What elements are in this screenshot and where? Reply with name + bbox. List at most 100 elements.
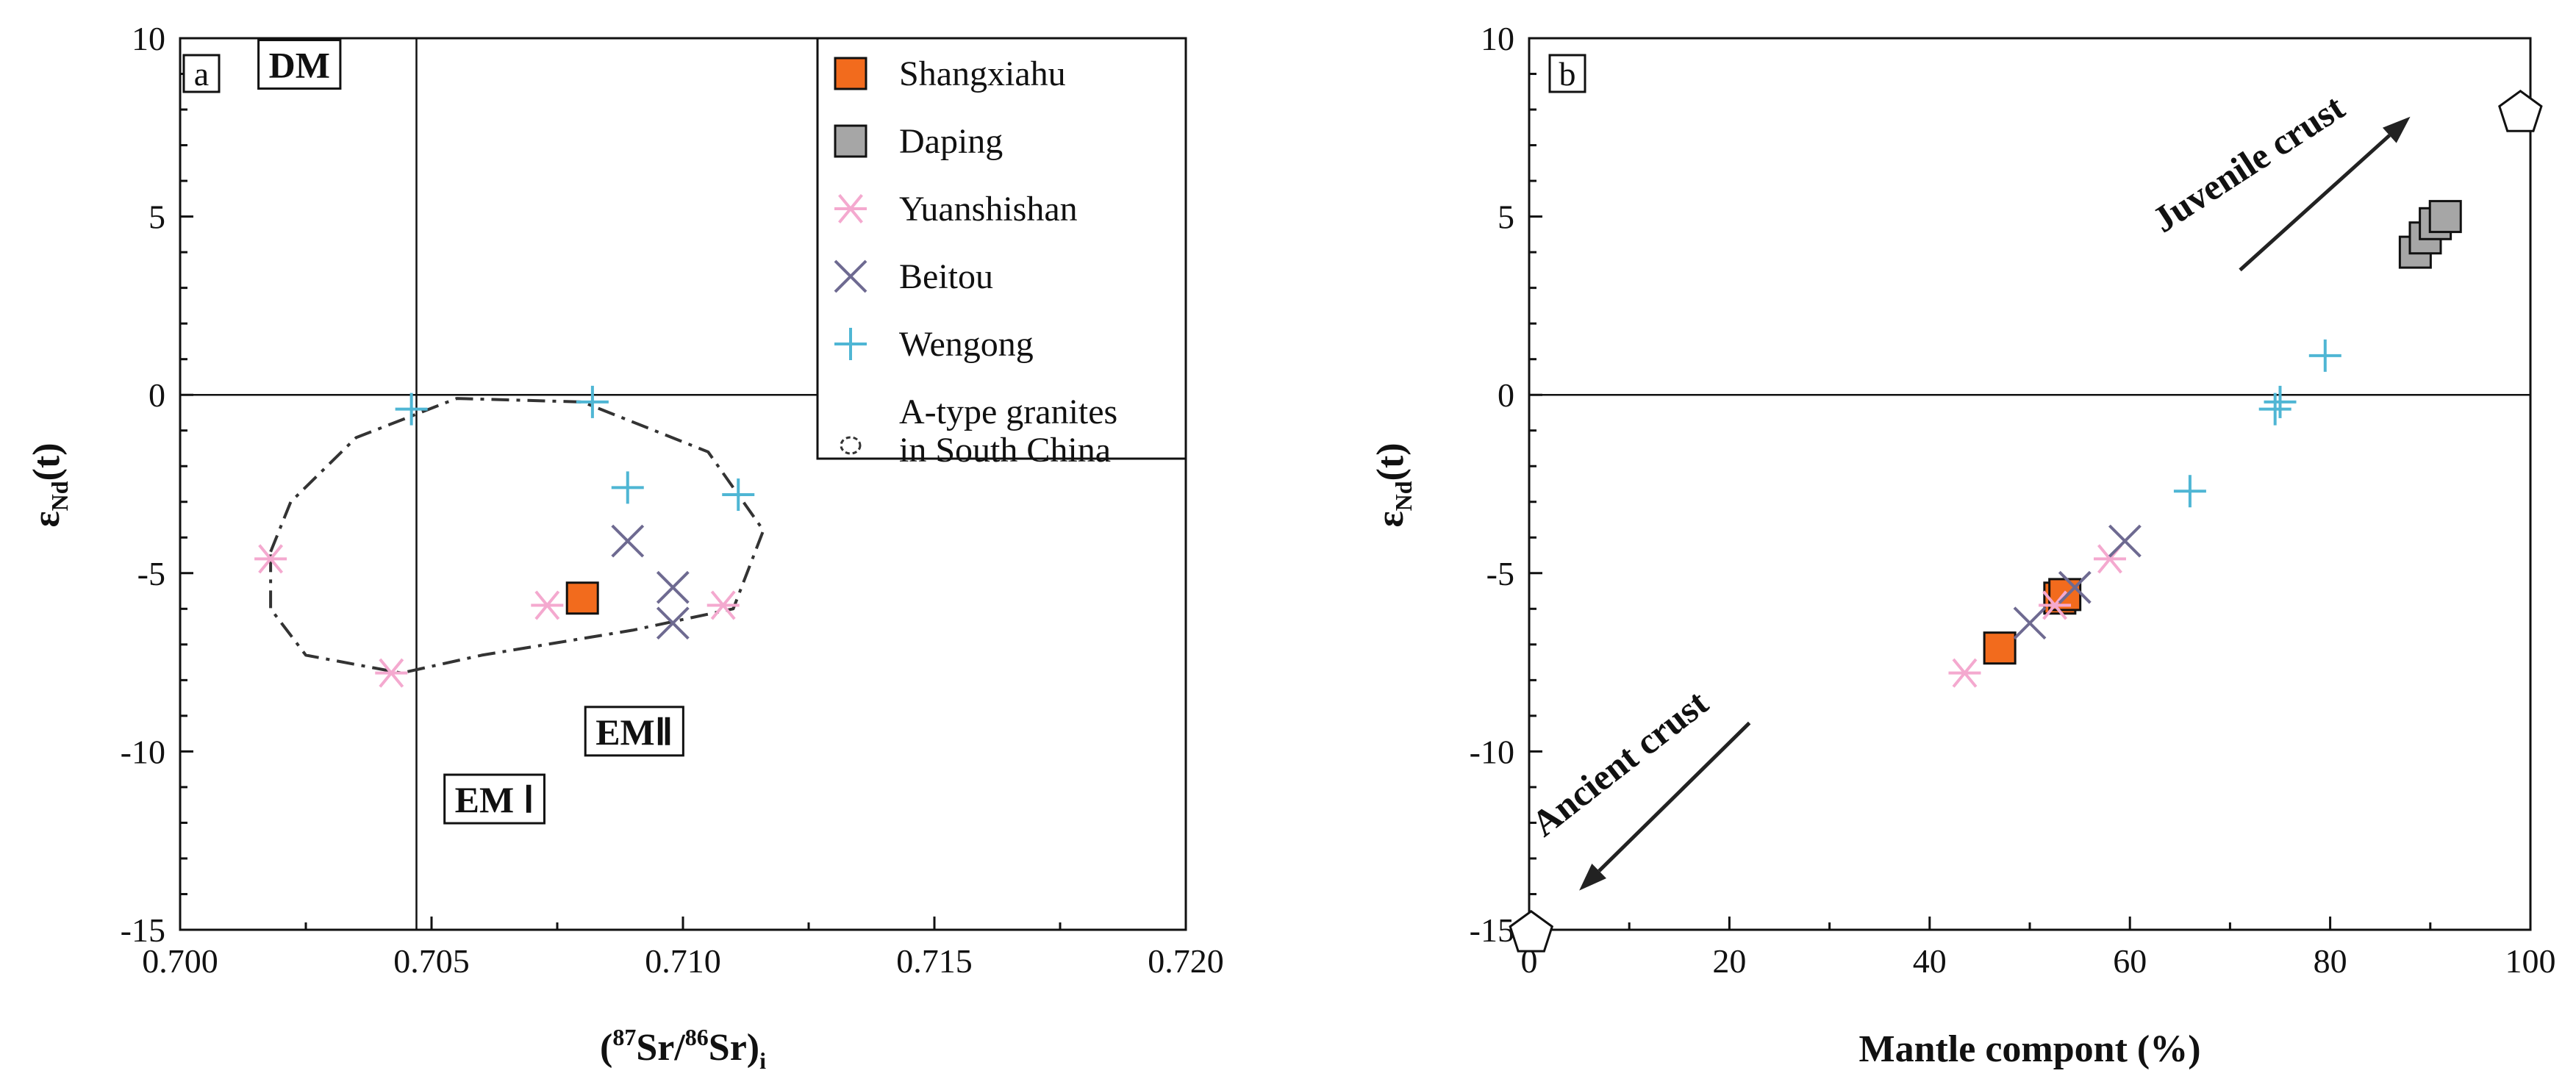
point-yuanshishan-1 (375, 658, 408, 688)
panel-a-points (254, 385, 755, 688)
panel-a-xlabel: (87Sr/86Sr)i (600, 1024, 766, 1074)
region-em2: EMⅡ (584, 706, 684, 757)
point-beitou-2 (2108, 524, 2142, 558)
legend-label-yuanshishan: Yuanshishan (899, 190, 1078, 229)
ytick-label-5: -15 (121, 911, 165, 949)
legend-marker-beitou (834, 259, 867, 293)
ytick-label-0: 10 (132, 20, 165, 57)
point-yuanshishan-3-stroke-2 (710, 590, 736, 620)
region-em2-label: EMⅡ (595, 711, 673, 753)
legend-marker-yuanshishan (834, 194, 867, 223)
a-type-granite-field (269, 397, 765, 675)
legend-item-beitou: Beitou (834, 257, 993, 296)
ytick-label-1: 5 (1498, 198, 1514, 236)
point-beitou-1 (2058, 570, 2092, 604)
point-yuanshishan-2-stroke-2 (534, 590, 560, 620)
panel-b-xlabel: Mantle compont (%) (1858, 1028, 2200, 1070)
region-dm-box (257, 39, 342, 90)
region-em2-box (584, 706, 684, 757)
point-beitou-1 (656, 570, 690, 604)
point-shangxiahu-0 (565, 581, 599, 615)
point-beitou-1-stroke-1 (2058, 570, 2092, 604)
arrow-1: Ancient crust (1524, 681, 1751, 891)
ytick-label-0: 10 (1481, 20, 1514, 57)
xtick-label-1: 0.705 (393, 942, 470, 980)
point-beitou-1-stroke-1 (656, 570, 690, 604)
end-member-pentagon-0 (1509, 910, 1554, 953)
point-beitou-0-stroke-1 (2013, 606, 2047, 640)
legend-label-shangxiahu: Shangxiahu (899, 54, 1066, 93)
panel-b-ylabel: εNd(t) (1370, 442, 1417, 527)
region-em1-box (443, 773, 545, 825)
point-beitou-2-stroke-1 (656, 606, 690, 640)
xtick-label-2: 0.710 (645, 942, 721, 980)
panel-b-letter-box: b (1548, 54, 1586, 93)
ytick-label-1: 5 (149, 198, 165, 236)
point-yuanshishan-0 (254, 544, 287, 574)
point-yuanshishan-2 (531, 590, 564, 620)
point-beitou-0-stroke-1 (611, 524, 645, 558)
ytick-label-3: -5 (137, 555, 165, 592)
legend-item-yuanshishan: Yuanshishan (834, 190, 1078, 229)
point-yuanshishan-1 (2039, 590, 2072, 620)
legend: Shangxiahu Daping Yuanshishan Beitou Wengong… (816, 37, 1187, 470)
legend-marker-yuanshishan-stroke-2 (838, 194, 863, 223)
ytick-label-5: -15 (1470, 911, 1514, 949)
xtick-label-1: 20 (1712, 942, 1746, 980)
arrow-1-label: Ancient crust (1524, 681, 1716, 844)
ytick-label-2: 0 (1498, 376, 1514, 414)
legend-label-field-2: in South China (899, 431, 1111, 470)
point-yuanshishan-0-stroke-2 (258, 544, 284, 574)
panel-a-regions: DM EM Ⅰ EMⅡ (257, 39, 684, 825)
point-yuanshishan-1-stroke-2 (379, 658, 404, 688)
panel-b-points (1948, 200, 2462, 688)
point-yuanshishan-1-stroke-2 (2042, 590, 2067, 620)
panel-b-end-members (1509, 90, 2543, 953)
point-yuanshishan-3 (706, 590, 740, 620)
region-em1: EM Ⅰ (443, 773, 545, 825)
point-yuanshishan-0-stroke-2 (1952, 658, 1978, 688)
point-wengong-0 (395, 392, 428, 426)
legend-item-shangxiahu: Shangxiahu (834, 54, 1066, 93)
legend-marker-wengong (834, 328, 867, 360)
point-wengong-3 (722, 478, 755, 512)
xtick-label-5: 100 (2505, 942, 2556, 980)
point-wengong-0 (2173, 475, 2206, 508)
arrow-1-head (1579, 863, 1606, 891)
panel-a-ticks: 0.700 0.705 0.710 0.715 0.720 10 5 0 -5 -10 -15 (121, 20, 1224, 980)
panel-a-ylabel: εNd(t) (26, 442, 73, 527)
point-wengong-2 (611, 471, 644, 504)
legend-label-wengong: Wengong (899, 325, 1034, 364)
point-wengong-2 (2264, 385, 2297, 418)
xtick-label-4: 0.720 (1148, 942, 1224, 980)
ytick-label-4: -10 (121, 733, 165, 770)
legend-label-beitou: Beitou (899, 257, 993, 296)
arrow-0: Juvenile crust (2145, 86, 2411, 272)
legend-marker-beitou-stroke-1 (834, 259, 867, 293)
panel-a-letter-frame (182, 54, 221, 93)
legend-marker-daping (834, 124, 867, 158)
point-beitou-2 (656, 606, 690, 640)
legend-marker-shangxiahu (834, 57, 867, 90)
region-dm: DM (257, 39, 342, 90)
legend-item-wengong: Wengong (834, 325, 1034, 364)
ytick-label-4: -10 (1470, 733, 1514, 770)
legend-field-icon (840, 436, 862, 455)
legend-label-field-1: A-type granites (899, 392, 1117, 431)
legend-label-daping: Daping (899, 122, 1003, 161)
point-shangxiahu-0-mark (1983, 631, 2017, 665)
legend-marker-daping-mark (834, 124, 867, 158)
legend-marker-shangxiahu-mark (834, 57, 867, 90)
point-yuanshishan-0 (1948, 658, 1981, 688)
arrow-0-head (2382, 116, 2411, 143)
point-yuanshishan-2 (2093, 544, 2126, 574)
point-wengong-1 (2258, 392, 2291, 426)
xtick-label-0: 0.700 (142, 942, 218, 980)
point-beitou-2-stroke-1 (2108, 524, 2142, 558)
panel-b-letter: b (1559, 55, 1576, 93)
end-member-pentagon-1 (2498, 90, 2543, 132)
point-shangxiahu-0 (1983, 631, 2017, 665)
